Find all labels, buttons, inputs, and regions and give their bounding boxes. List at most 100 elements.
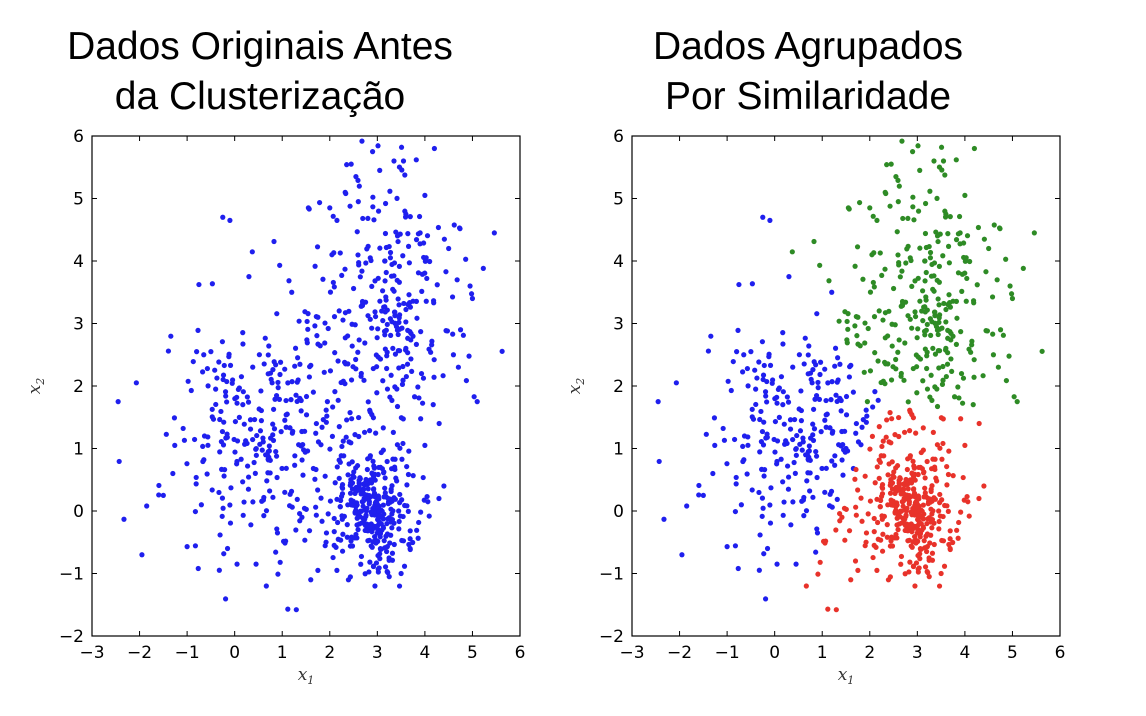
data-point <box>896 262 902 268</box>
data-point <box>344 534 350 540</box>
data-point <box>315 439 322 445</box>
data-point <box>133 380 139 386</box>
data-point <box>396 583 403 589</box>
data-point <box>862 473 868 479</box>
data-point <box>853 504 859 510</box>
data-point <box>156 482 162 489</box>
data-point <box>420 375 427 381</box>
data-point <box>221 362 227 369</box>
data-point <box>958 370 965 377</box>
data-point <box>850 389 856 395</box>
data-point <box>396 164 403 170</box>
data-point <box>216 567 222 573</box>
data-point <box>213 401 219 408</box>
data-point <box>418 509 424 515</box>
chart-title-line-2: da Clusterização <box>114 75 406 118</box>
data-point <box>388 332 394 338</box>
chart-title-line-1: Dados Originais Antes <box>67 25 453 68</box>
data-point <box>829 289 835 295</box>
data-point <box>332 480 338 486</box>
data-point <box>406 260 412 266</box>
data-point <box>265 457 272 463</box>
data-point <box>829 458 835 464</box>
data-point <box>318 495 324 501</box>
data-point <box>819 465 825 472</box>
data-point <box>405 350 411 356</box>
data-point <box>365 215 371 222</box>
data-point <box>369 149 376 155</box>
data-point <box>422 270 428 276</box>
data-point <box>752 367 758 373</box>
data-point <box>806 443 812 449</box>
data-point <box>756 489 762 496</box>
data-point <box>455 364 461 370</box>
data-point <box>898 491 904 497</box>
data-point <box>836 318 842 324</box>
data-point <box>286 503 293 509</box>
data-point <box>785 486 792 492</box>
data-point <box>204 365 211 372</box>
data-point <box>388 532 394 538</box>
data-point <box>910 563 917 570</box>
data-point <box>1039 348 1045 354</box>
data-point <box>373 352 379 358</box>
data-point <box>932 313 938 319</box>
data-point <box>275 571 281 577</box>
data-point <box>897 274 903 280</box>
x-axis-label-main: x <box>298 665 308 685</box>
data-point <box>655 399 661 405</box>
data-point <box>285 380 291 386</box>
data-point <box>329 433 336 439</box>
data-point <box>336 308 342 314</box>
y-axis-label: x2 <box>25 378 47 395</box>
data-point <box>905 215 911 222</box>
data-point <box>299 457 305 463</box>
data-point <box>361 429 368 435</box>
data-point <box>941 300 947 307</box>
data-point <box>406 541 412 548</box>
data-point <box>780 330 786 336</box>
data-point <box>844 318 850 325</box>
data-point <box>897 509 903 515</box>
data-point <box>796 352 802 358</box>
data-point <box>316 199 323 206</box>
data-point <box>293 392 299 398</box>
data-point <box>943 373 949 380</box>
data-point <box>1007 283 1013 289</box>
data-point <box>348 497 354 503</box>
data-point <box>931 273 937 279</box>
data-point <box>426 513 432 519</box>
data-point <box>837 518 843 524</box>
data-point <box>205 383 211 389</box>
data-point <box>324 413 330 419</box>
data-point <box>832 453 838 459</box>
data-point <box>293 527 299 533</box>
data-point <box>976 420 982 427</box>
data-point <box>914 335 920 341</box>
data-point <box>931 288 937 294</box>
data-point <box>324 399 330 405</box>
data-point <box>292 345 299 351</box>
data-point <box>871 515 877 522</box>
data-point <box>798 418 804 424</box>
data-point <box>320 417 326 423</box>
data-point <box>345 333 351 339</box>
data-point <box>308 577 314 583</box>
data-point <box>327 446 333 452</box>
data-point <box>859 424 865 430</box>
data-point <box>334 567 340 573</box>
data-point <box>340 438 346 444</box>
data-point <box>740 369 746 375</box>
data-point <box>721 437 728 443</box>
data-point <box>852 558 859 564</box>
data-point <box>279 465 285 472</box>
data-point <box>767 502 773 508</box>
data-point <box>407 214 413 220</box>
data-point <box>382 485 388 491</box>
data-point <box>1011 394 1017 400</box>
data-point <box>376 464 382 471</box>
data-point <box>954 315 960 321</box>
data-point <box>822 489 828 495</box>
data-point <box>370 204 376 210</box>
